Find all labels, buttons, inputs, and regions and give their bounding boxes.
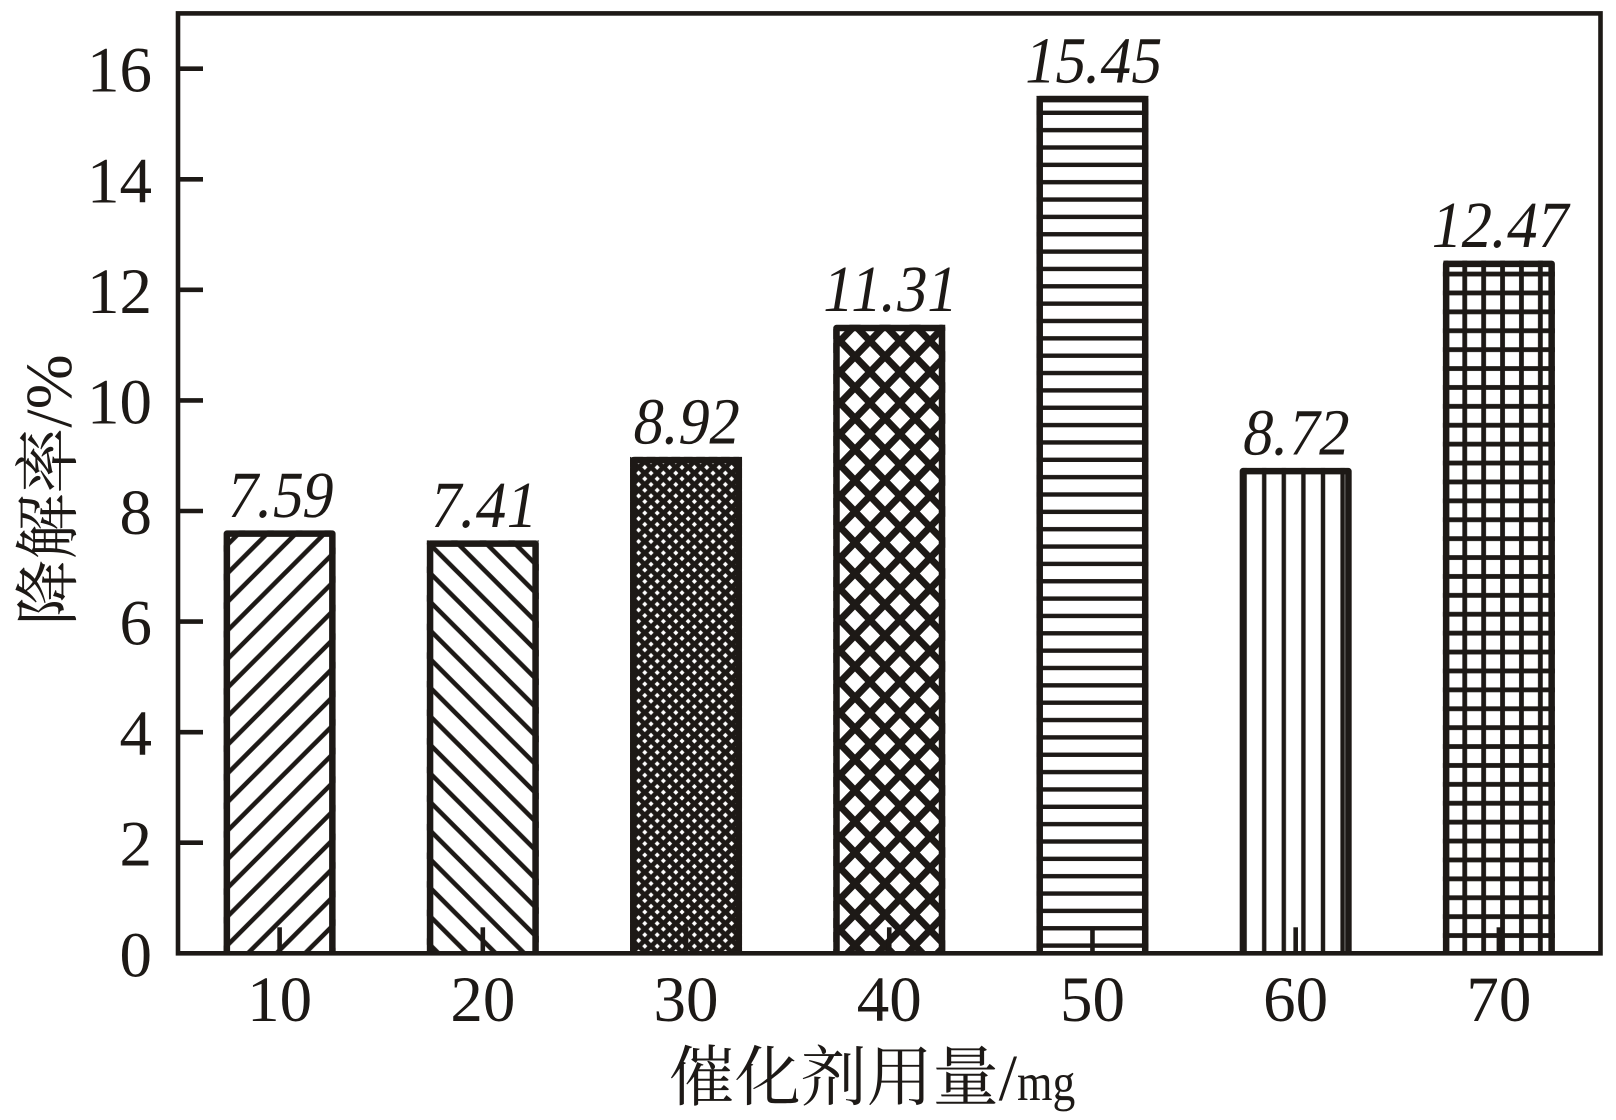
bar-20mg bbox=[426, 540, 539, 954]
bar-50mg bbox=[1036, 95, 1149, 954]
bar-60mg bbox=[1239, 467, 1352, 954]
bar-fill-diagonal-down bbox=[426, 540, 539, 954]
glyph-/ bbox=[998, 1056, 1018, 1101]
glyph-% bbox=[27, 356, 72, 408]
y-axis-title bbox=[15, 356, 77, 621]
bar-value-label: 15.45 bbox=[1020, 23, 1169, 96]
plot-border bbox=[175, 11, 1603, 956]
bar-value-label: 7.41 bbox=[425, 468, 543, 541]
x-tick-label: 30 bbox=[654, 964, 719, 1036]
bar-70mg bbox=[1442, 260, 1555, 954]
y-tick-label: 4 bbox=[120, 698, 153, 770]
glyph-化 bbox=[736, 1044, 799, 1106]
bar-value-label: 7.59 bbox=[222, 458, 340, 531]
bar-value-label: 12.47 bbox=[1426, 188, 1575, 261]
bar-fill-square-grid bbox=[1442, 260, 1555, 954]
glyph-/ bbox=[27, 409, 72, 428]
y-tick-label: 16 bbox=[87, 35, 152, 107]
x-tick-label: 40 bbox=[857, 964, 922, 1036]
y-tick-label: 8 bbox=[120, 477, 153, 549]
x-tick-label: 20 bbox=[450, 964, 515, 1036]
bar-value-label: 8.92 bbox=[629, 384, 747, 457]
glyph-降 bbox=[15, 561, 77, 621]
glyph-催 bbox=[670, 1044, 732, 1106]
bar-border bbox=[426, 540, 539, 954]
x-tick-label: 10 bbox=[247, 964, 312, 1036]
bar-value-label: 11.31 bbox=[818, 252, 964, 325]
glyph-用 bbox=[869, 1046, 927, 1106]
bar-fill-diamond-crosshatch bbox=[833, 324, 946, 954]
bar-border bbox=[1036, 95, 1149, 954]
glyph-m bbox=[1018, 1075, 1052, 1100]
bar-border bbox=[630, 456, 743, 954]
bar-40mg bbox=[833, 324, 946, 954]
bar-value-label: 8.72 bbox=[1238, 396, 1356, 469]
y-tick-label: 14 bbox=[87, 145, 152, 217]
glyph-解 bbox=[15, 495, 77, 557]
bar-border bbox=[1442, 260, 1555, 954]
x-axis-title bbox=[670, 1044, 1075, 1112]
y-tick-label: 10 bbox=[87, 366, 152, 438]
bar-fill-horizontal-lines bbox=[1036, 95, 1149, 954]
bar-fill-diagonal-up bbox=[223, 530, 336, 954]
y-tick-label: 0 bbox=[120, 919, 153, 991]
glyph-g bbox=[1054, 1072, 1075, 1112]
y-tick-label: 6 bbox=[120, 588, 153, 660]
y-tick-label: 12 bbox=[87, 256, 152, 328]
bar-10mg bbox=[223, 530, 336, 954]
glyph-剂 bbox=[802, 1044, 864, 1106]
bar-30mg bbox=[630, 456, 743, 954]
glyph-率 bbox=[15, 430, 77, 491]
x-tick-label: 50 bbox=[1060, 964, 1125, 1036]
bar-border bbox=[1239, 467, 1352, 954]
y-tick-label: 2 bbox=[120, 809, 153, 881]
x-tick-label: 60 bbox=[1263, 964, 1328, 1036]
bar-fill-dense-diamond-dots bbox=[630, 456, 743, 954]
x-tick-label: 70 bbox=[1466, 964, 1531, 1036]
bar-fill-vertical-lines bbox=[1239, 467, 1352, 954]
glyph-量 bbox=[936, 1045, 996, 1104]
bar-border bbox=[223, 530, 336, 954]
bar-border bbox=[833, 324, 946, 954]
